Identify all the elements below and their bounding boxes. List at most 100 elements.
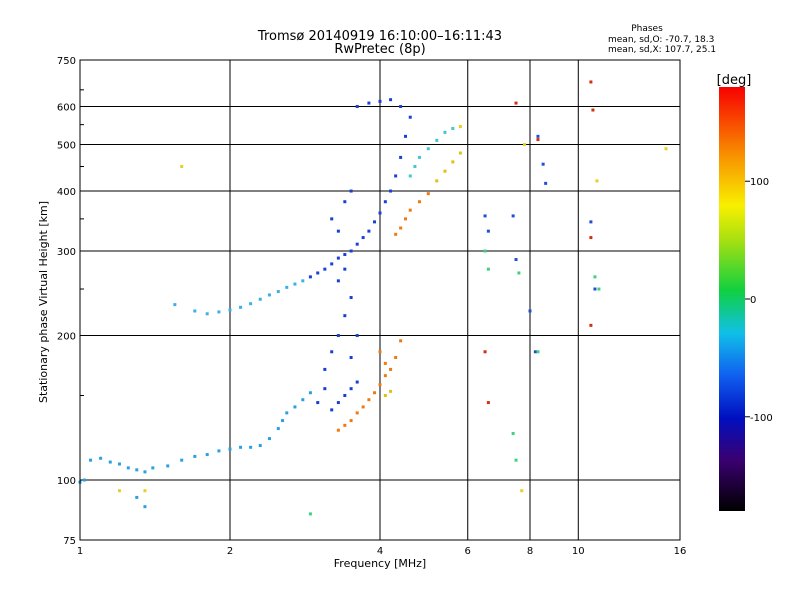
data-point (589, 236, 593, 240)
x-axis-label: Frequency [MHz] (334, 557, 426, 570)
data-point (205, 312, 209, 316)
data-point (536, 350, 540, 354)
data-point (435, 179, 439, 183)
data-point (281, 419, 285, 423)
stats-line-x: mean, sd,X: 107.7, 25.1 (608, 45, 716, 55)
colorbar (719, 87, 745, 511)
data-points (78, 80, 668, 516)
data-point (349, 189, 353, 193)
data-point (343, 267, 347, 271)
data-point (403, 217, 407, 221)
y-tick-label: 100 (57, 476, 76, 487)
data-point (228, 308, 232, 312)
data-point (361, 405, 365, 409)
data-point (435, 138, 439, 142)
data-point (355, 380, 359, 384)
data-point (451, 160, 455, 164)
data-point (267, 293, 271, 297)
data-point (597, 287, 601, 291)
data-point (486, 401, 490, 405)
data-point (82, 478, 86, 482)
stats-heading: Phases (631, 24, 663, 34)
data-point (336, 401, 340, 405)
data-point (389, 98, 393, 102)
data-point (389, 367, 393, 371)
data-point (394, 174, 398, 178)
chart-title: Tromsø 20140919 16:10:00–16:11:43 (257, 29, 502, 44)
data-point (135, 495, 139, 499)
data-point (595, 179, 599, 183)
data-point (349, 355, 353, 359)
data-point (108, 460, 112, 464)
data-point (389, 389, 393, 393)
data-point (523, 143, 527, 147)
data-point (486, 229, 490, 233)
data-point (664, 147, 668, 151)
y-tick-label: 500 (57, 141, 76, 152)
data-point (349, 387, 353, 391)
data-point (417, 200, 421, 204)
data-point (205, 453, 209, 457)
data-point (301, 398, 305, 402)
data-point (378, 99, 382, 103)
data-point (367, 101, 371, 105)
data-point (276, 290, 280, 294)
x-tick-label: 16 (674, 546, 687, 557)
data-point (408, 174, 412, 178)
data-point (483, 249, 487, 253)
colorbar-tick-label: 100 (750, 177, 769, 188)
data-point (383, 374, 387, 378)
data-point (336, 229, 340, 233)
data-point (343, 314, 347, 318)
data-point (143, 489, 147, 493)
x-tick-label: 8 (527, 546, 533, 557)
data-point (413, 164, 417, 168)
data-point (408, 208, 412, 212)
data-point (258, 444, 262, 448)
data-point (399, 155, 403, 159)
gridlines (80, 60, 680, 540)
data-point (316, 271, 320, 275)
data-point (330, 350, 334, 354)
data-point (399, 339, 403, 343)
y-tick-label: 300 (57, 247, 76, 258)
data-point (308, 512, 312, 516)
stats-line-o: mean, sd,O: -70.7, 18.3 (608, 35, 714, 45)
y-tick-labels: 75 100 200 300 400 500 600 750 (57, 56, 76, 547)
data-point (394, 355, 398, 359)
y-tick-label: 75 (63, 536, 76, 547)
data-point (330, 262, 334, 266)
data-point (378, 350, 382, 354)
data-point (143, 505, 147, 509)
data-point (323, 387, 327, 391)
data-point (589, 80, 593, 84)
data-point (173, 303, 177, 307)
data-point (458, 125, 462, 129)
data-point (330, 408, 334, 412)
data-point (593, 275, 597, 279)
colorbar-tick-label: -100 (750, 413, 773, 424)
data-point (367, 398, 371, 402)
data-point (135, 468, 139, 472)
data-point (483, 214, 487, 218)
data-point (426, 147, 430, 151)
y-tick-label: 400 (57, 187, 76, 198)
data-point (520, 489, 524, 493)
data-point (355, 334, 359, 338)
data-point (166, 464, 170, 468)
data-point (458, 151, 462, 155)
y-tick-label: 750 (57, 56, 76, 67)
data-point (514, 101, 518, 105)
x-tick-label: 4 (377, 546, 383, 557)
data-point (293, 405, 297, 409)
colorbar-label: [deg] (717, 73, 752, 88)
data-point (451, 126, 455, 130)
data-point (443, 169, 447, 173)
data-point (239, 445, 243, 449)
data-point (180, 458, 184, 462)
data-point (383, 361, 387, 365)
data-point (143, 470, 147, 474)
data-point (373, 391, 377, 395)
data-point (117, 489, 121, 493)
